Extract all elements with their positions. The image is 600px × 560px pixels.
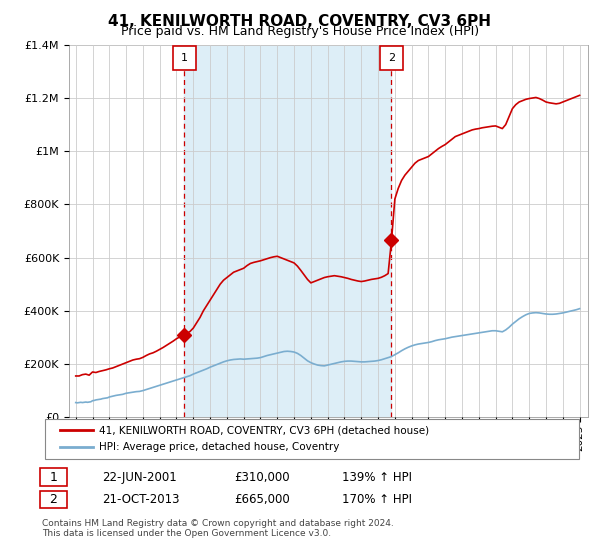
Text: 1: 1: [49, 470, 58, 484]
Text: HPI: Average price, detached house, Coventry: HPI: Average price, detached house, Cove…: [99, 442, 340, 452]
Text: Price paid vs. HM Land Registry's House Price Index (HPI): Price paid vs. HM Land Registry's House …: [121, 25, 479, 38]
Text: 41, KENILWORTH ROAD, COVENTRY, CV3 6PH: 41, KENILWORTH ROAD, COVENTRY, CV3 6PH: [109, 14, 491, 29]
Text: 22-JUN-2001: 22-JUN-2001: [102, 470, 177, 484]
Text: £665,000: £665,000: [234, 493, 290, 506]
Text: 1: 1: [181, 53, 188, 63]
Text: This data is licensed under the Open Government Licence v3.0.: This data is licensed under the Open Gov…: [42, 529, 331, 538]
Text: 2: 2: [388, 53, 395, 63]
Text: 139% ↑ HPI: 139% ↑ HPI: [342, 470, 412, 484]
Bar: [184, 45, 391, 417]
Text: Contains HM Land Registry data © Crown copyright and database right 2024.: Contains HM Land Registry data © Crown c…: [42, 519, 394, 528]
Text: 170% ↑ HPI: 170% ↑ HPI: [342, 493, 412, 506]
Text: 2: 2: [49, 493, 58, 506]
Text: £310,000: £310,000: [234, 470, 290, 484]
Text: 41, KENILWORTH ROAD, COVENTRY, CV3 6PH (detached house): 41, KENILWORTH ROAD, COVENTRY, CV3 6PH (…: [99, 426, 429, 435]
Text: 21-OCT-2013: 21-OCT-2013: [102, 493, 179, 506]
